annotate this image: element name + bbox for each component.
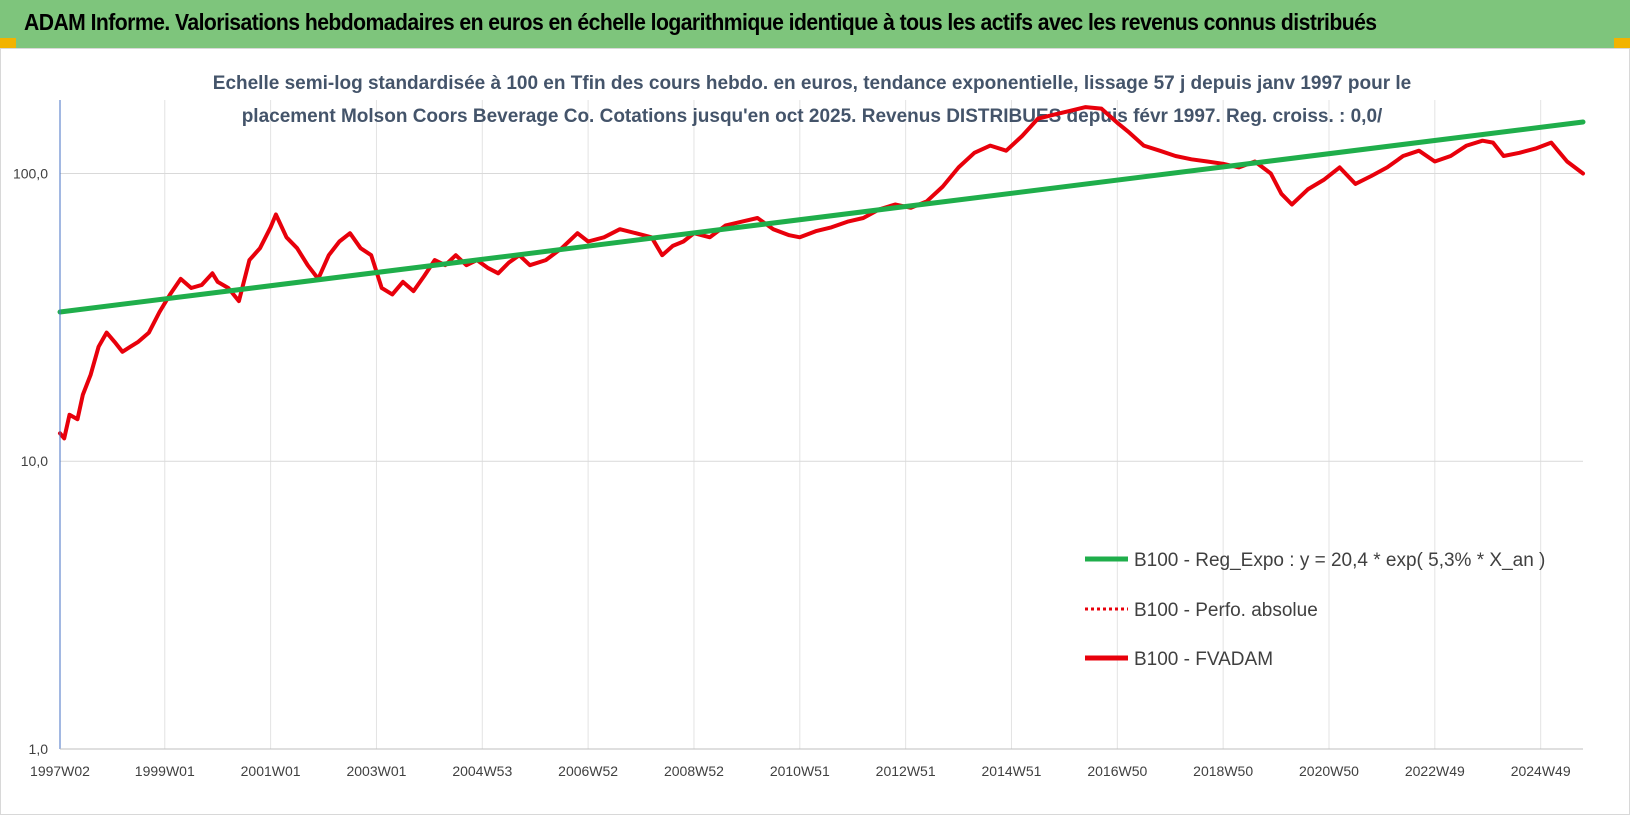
legend-item-perfo-absolue-label: B100 - Perfo. absolue (1134, 600, 1318, 621)
x-tick-label: 2008W52 (664, 763, 724, 779)
x-tick-label: 2003W01 (346, 763, 406, 779)
corner-marker-right (1614, 38, 1630, 48)
x-tick-label: 2018W50 (1193, 763, 1253, 779)
report-title: ADAM Informe. Valorisations hebdomadaire… (24, 9, 1377, 35)
y-tick-label: 100,0 (13, 165, 48, 181)
series-line-fvadam (58, 105, 1585, 441)
legend-item-regression-label: B100 - Reg_Expo : y = 20,4 * exp( 5,3% *… (1134, 550, 1545, 571)
chart-title-line-2: placement Molson Coors Beverage Co. Cota… (242, 106, 1383, 127)
y-tick-label: 10,0 (21, 453, 48, 469)
x-tick-label: 2020W50 (1299, 763, 1359, 779)
y-tick-label: 1,0 (29, 741, 49, 757)
series-layer (57, 105, 1586, 441)
axes: 1,0 10,0 100,0 1997W02 1999W01 2001W01 2003W01… (13, 100, 1583, 779)
x-tick-label: 2010W51 (770, 763, 830, 779)
x-tick-label: 2004W53 (452, 763, 512, 779)
x-tick-label: 1997W02 (30, 763, 90, 779)
x-tick-label: 2016W50 (1087, 763, 1147, 779)
x-tick-label: 2001W01 (241, 763, 301, 779)
x-tick-label: 2022W49 (1405, 763, 1465, 779)
x-tick-label: 2006W52 (558, 763, 618, 779)
series-line-regression (57, 119, 1586, 315)
gridlines (59, 100, 1583, 750)
x-tick-label: 2014W51 (982, 763, 1042, 779)
report-header: ADAM Informe. Valorisations hebdomadaire… (0, 0, 1630, 48)
chart-title-line-1: Echelle semi-log standardisée à 100 en T… (213, 73, 1411, 94)
legend-item-fvadam-label: B100 - FVADAM (1134, 649, 1273, 670)
chart-legend: B100 - Reg_Expo : y = 20,4 * exp( 5,3% *… (1085, 550, 1545, 670)
x-tick-label: 1999W01 (135, 763, 195, 779)
x-tick-label: 2012W51 (876, 763, 936, 779)
corner-marker-left (0, 38, 16, 48)
x-tick-label: 2024W49 (1511, 763, 1571, 779)
